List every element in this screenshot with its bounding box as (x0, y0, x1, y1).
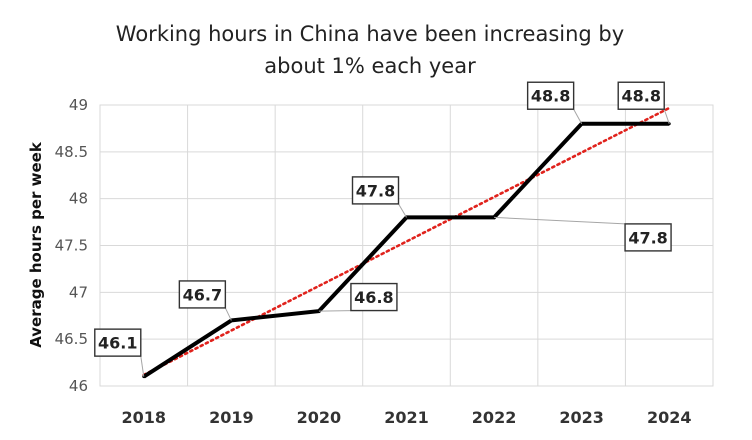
y-tick-label: 46 (69, 377, 88, 395)
label-leader-line (573, 108, 583, 124)
chart-title-line-1: Working hours in China have been increas… (116, 22, 624, 46)
data-label: 48.8 (621, 87, 660, 106)
data-label: 46.8 (354, 288, 393, 307)
x-tick-label: 2023 (559, 408, 604, 427)
x-tick-label: 2019 (209, 408, 254, 427)
label-leader-line (494, 216, 626, 225)
data-label-box (178, 280, 227, 309)
y-tick-label: 47.5 (55, 237, 88, 255)
data-label-box (617, 81, 665, 110)
label-leader-line (140, 356, 145, 377)
data-label: 46.7 (183, 285, 222, 304)
y-tick-label: 49 (69, 96, 88, 114)
data-label: 48.8 (531, 87, 570, 106)
trendline (142, 106, 671, 377)
x-tick-label: 2021 (384, 408, 429, 427)
series-layer (142, 106, 671, 379)
data-label: 47.8 (356, 181, 395, 200)
x-axis-ticks: 2018 2019 2020 2021 2022 2023 2024 (122, 408, 692, 427)
y-tick-label: 48 (69, 190, 88, 208)
label-leader-line (398, 203, 407, 218)
y-tick-label: 48.5 (55, 143, 88, 161)
x-tick-label: 2020 (297, 408, 342, 427)
data-label-box (94, 328, 142, 357)
y-axis-ticks: 46 46.5 47 47.5 48 48.5 49 (55, 96, 88, 395)
plot-area-border (99, 104, 714, 387)
y-axis-label: Average hours per week (27, 141, 45, 348)
data-label-box (526, 81, 575, 110)
chart-title-line-2: about 1% each year (264, 54, 476, 78)
data-label: 46.1 (98, 334, 137, 353)
y-tick-label: 47 (69, 283, 88, 301)
x-tick-label: 2018 (122, 408, 167, 427)
x-tick-label: 2024 (647, 408, 692, 427)
data-label: 47.8 (628, 228, 667, 247)
data-label-box (624, 223, 672, 252)
data-labels: 46.1 46.7 46.8 47.8 47.8 48.8 48.8 (94, 81, 672, 377)
label-leader-line (224, 307, 232, 321)
data-label-box (351, 176, 400, 205)
label-leader-line (663, 109, 670, 124)
label-leader-line (318, 310, 351, 312)
x-tick-label: 2022 (472, 408, 517, 427)
y-tick-label: 46.5 (55, 330, 88, 348)
data-label-box (350, 282, 398, 312)
